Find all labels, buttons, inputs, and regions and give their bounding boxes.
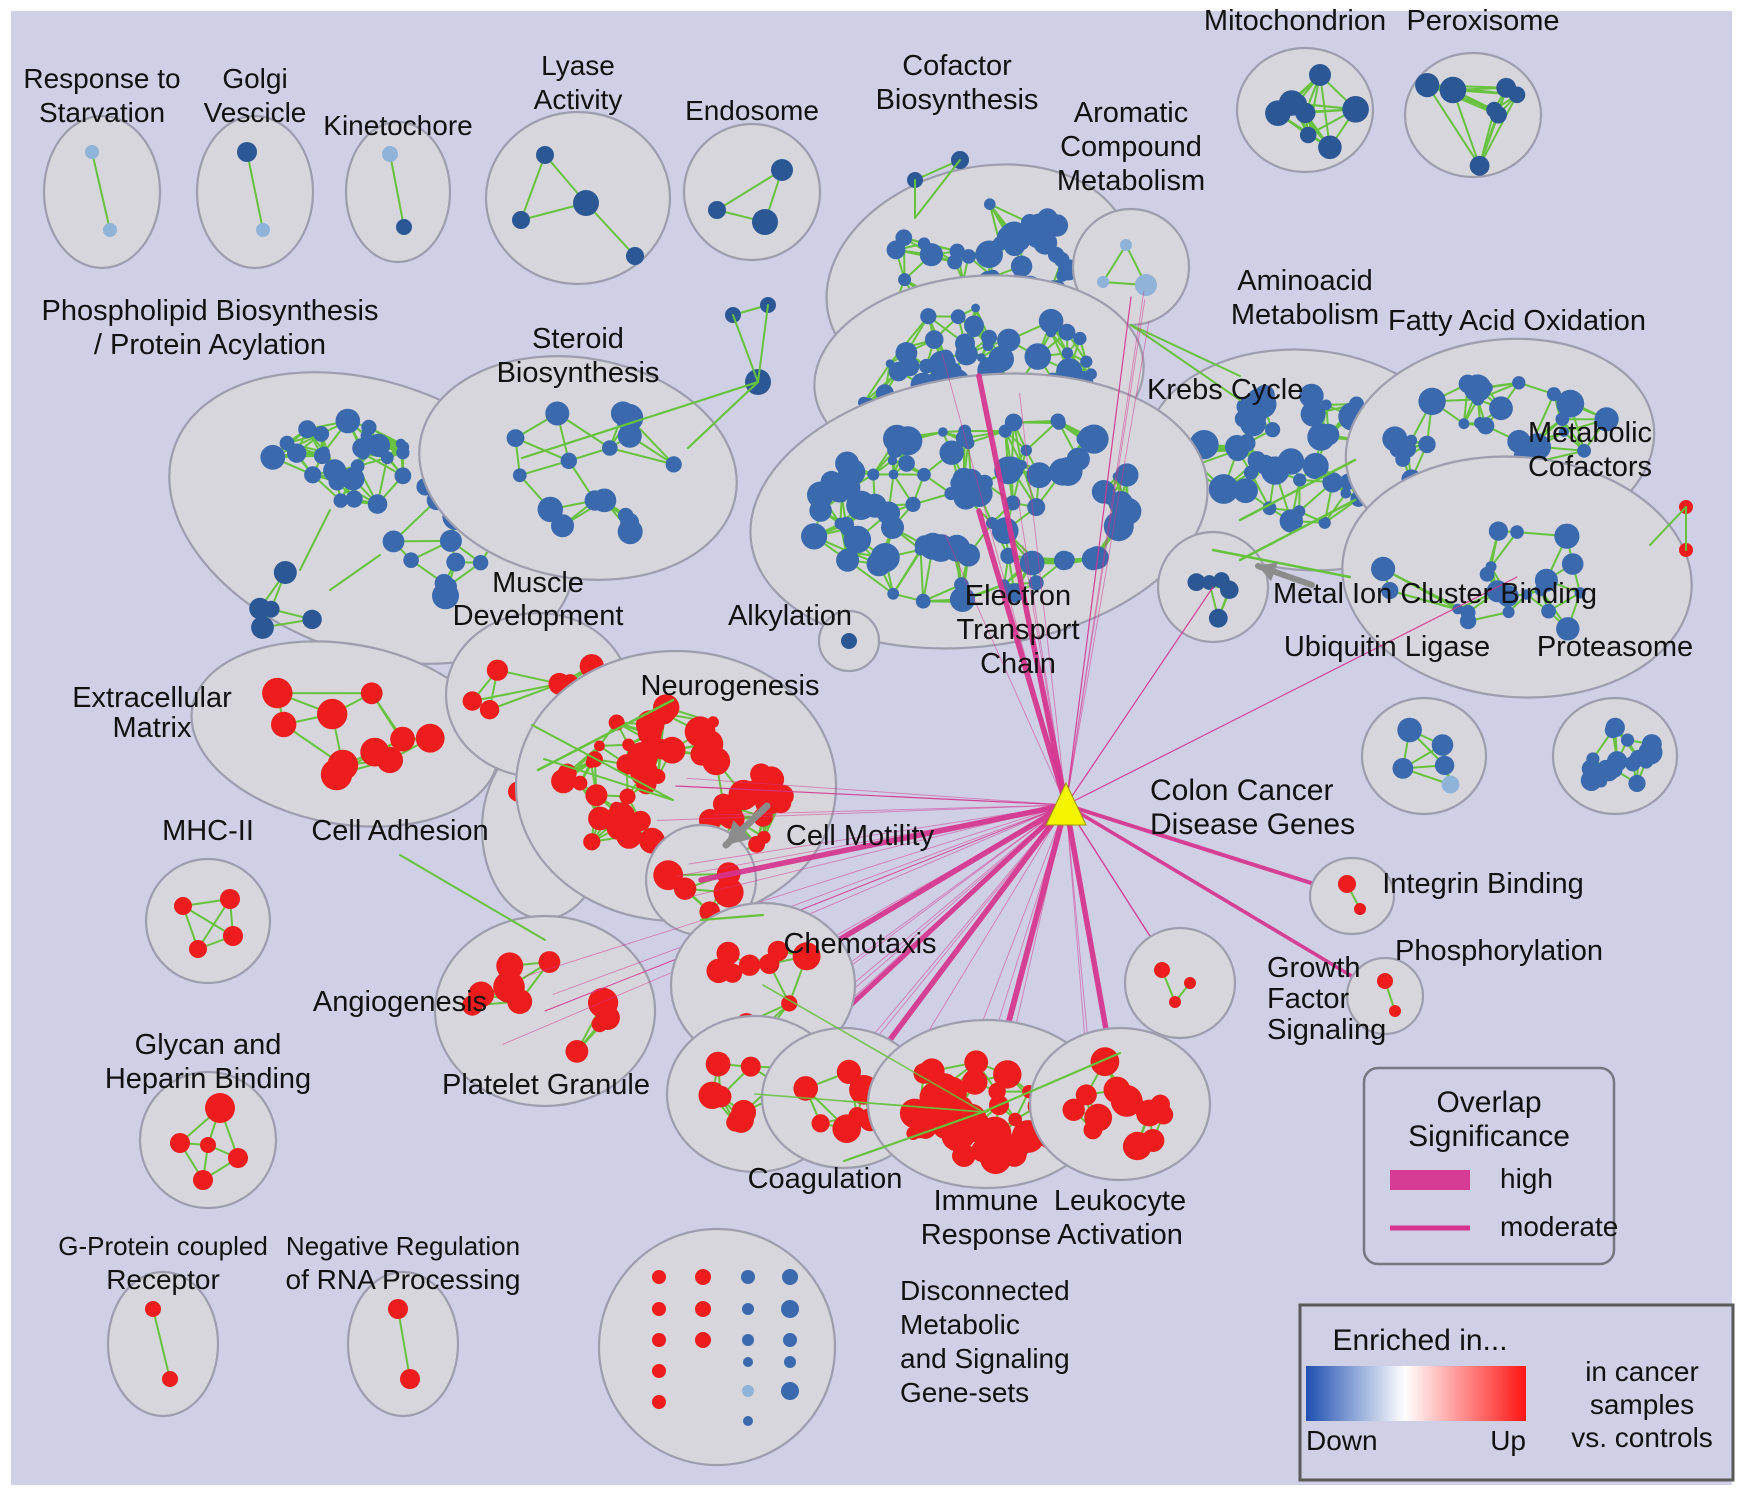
svg-text:Matrix: Matrix — [113, 712, 192, 744]
svg-text:Electron: Electron — [965, 580, 1071, 612]
svg-text:Leukocyte: Leukocyte — [1054, 1185, 1186, 1217]
svg-text:G-Protein coupled: G-Protein coupled — [58, 1231, 268, 1261]
svg-text:Proteasome: Proteasome — [1537, 631, 1693, 663]
svg-text:Mitochondrion: Mitochondrion — [1204, 5, 1386, 37]
svg-text:Disconnected: Disconnected — [900, 1275, 1070, 1306]
svg-text:Metal Ion Cluster Binding: Metal Ion Cluster Binding — [1273, 578, 1597, 610]
svg-text:Immune: Immune — [934, 1185, 1039, 1217]
svg-text:Golgi: Golgi — [222, 63, 287, 94]
svg-text:Disease Genes: Disease Genes — [1150, 808, 1355, 841]
svg-text:Enriched in...: Enriched in... — [1332, 1324, 1507, 1357]
svg-text:Biosynthesis: Biosynthesis — [876, 84, 1039, 116]
svg-text:Metabolism: Metabolism — [1057, 165, 1205, 197]
svg-text:Starvation: Starvation — [39, 97, 165, 128]
svg-text:Negative Regulation: Negative Regulation — [286, 1231, 520, 1261]
svg-text:Response to: Response to — [23, 63, 180, 94]
svg-text:Chain: Chain — [980, 648, 1056, 680]
svg-text:Gene-sets: Gene-sets — [900, 1377, 1029, 1408]
svg-text:Down: Down — [1306, 1425, 1378, 1456]
svg-text:Lyase: Lyase — [541, 50, 615, 81]
svg-text:Response: Response — [921, 1219, 1052, 1251]
svg-text:Metabolic: Metabolic — [900, 1309, 1020, 1340]
svg-text:Neurogenesis: Neurogenesis — [641, 670, 820, 702]
svg-text:Up: Up — [1490, 1425, 1526, 1456]
svg-text:moderate: moderate — [1500, 1211, 1618, 1242]
svg-text:Cell Adhesion: Cell Adhesion — [311, 815, 488, 847]
svg-text:Cofactor: Cofactor — [902, 50, 1012, 82]
svg-text:Growth: Growth — [1267, 952, 1360, 984]
svg-text:Activity: Activity — [534, 84, 623, 115]
svg-text:and Signaling: and Signaling — [900, 1343, 1070, 1374]
svg-text:Chemotaxis: Chemotaxis — [783, 928, 936, 960]
svg-text:Signaling: Signaling — [1267, 1014, 1386, 1046]
svg-text:in cancer: in cancer — [1585, 1356, 1699, 1387]
svg-text:Activation: Activation — [1057, 1219, 1183, 1251]
svg-text:Cell Motility: Cell Motility — [786, 820, 935, 852]
svg-text:high: high — [1500, 1163, 1553, 1194]
svg-text:Overlap: Overlap — [1436, 1086, 1541, 1119]
svg-text:Metabolism: Metabolism — [1231, 299, 1379, 331]
svg-text:vs. controls: vs. controls — [1571, 1422, 1713, 1453]
svg-text:of RNA Processing: of RNA Processing — [286, 1264, 521, 1295]
svg-text:Colon Cancer: Colon Cancer — [1150, 774, 1333, 807]
svg-text:Angiogenesis: Angiogenesis — [313, 986, 487, 1018]
svg-text:Cofactors: Cofactors — [1528, 451, 1652, 483]
svg-text:Integrin Binding: Integrin Binding — [1382, 868, 1584, 900]
svg-text:Platelet Granule: Platelet Granule — [442, 1069, 650, 1101]
svg-text:Factor: Factor — [1267, 983, 1350, 1015]
svg-text:Coagulation: Coagulation — [748, 1163, 903, 1195]
svg-text:Aminoacid: Aminoacid — [1237, 265, 1372, 297]
svg-text:Metabolic: Metabolic — [1528, 417, 1652, 449]
svg-text:Heparin Binding: Heparin Binding — [105, 1063, 311, 1095]
svg-text:Development: Development — [453, 600, 624, 632]
svg-text:Biosynthesis: Biosynthesis — [497, 357, 660, 389]
svg-text:samples: samples — [1590, 1389, 1694, 1420]
svg-text:Kinetochore: Kinetochore — [323, 110, 472, 141]
svg-text:Receptor: Receptor — [106, 1264, 220, 1295]
svg-text:Steroid: Steroid — [532, 323, 624, 355]
svg-text:Phospholipid Biosynthesis: Phospholipid Biosynthesis — [42, 295, 379, 327]
svg-text:Ubiquitin Ligase: Ubiquitin Ligase — [1284, 631, 1490, 663]
svg-text:Extracellular: Extracellular — [72, 682, 232, 714]
svg-text:Fatty Acid Oxidation: Fatty Acid Oxidation — [1388, 305, 1646, 337]
svg-text:/ Protein Acylation: / Protein Acylation — [94, 329, 326, 361]
svg-text:Vescicle: Vescicle — [204, 97, 307, 128]
svg-text:Krebs Cycle: Krebs Cycle — [1147, 374, 1303, 406]
svg-text:Endosome: Endosome — [685, 95, 819, 126]
svg-text:MHC-II: MHC-II — [162, 815, 254, 847]
svg-text:Aromatic: Aromatic — [1074, 97, 1188, 129]
svg-text:Significance: Significance — [1408, 1120, 1570, 1153]
svg-text:Peroxisome: Peroxisome — [1406, 5, 1559, 37]
svg-text:Transport: Transport — [956, 614, 1079, 646]
svg-text:Alkylation: Alkylation — [728, 600, 852, 632]
svg-text:Glycan and: Glycan and — [135, 1029, 282, 1061]
svg-text:Muscle: Muscle — [492, 567, 584, 599]
svg-text:Compound: Compound — [1060, 131, 1202, 163]
svg-text:Phosphorylation: Phosphorylation — [1395, 935, 1603, 967]
